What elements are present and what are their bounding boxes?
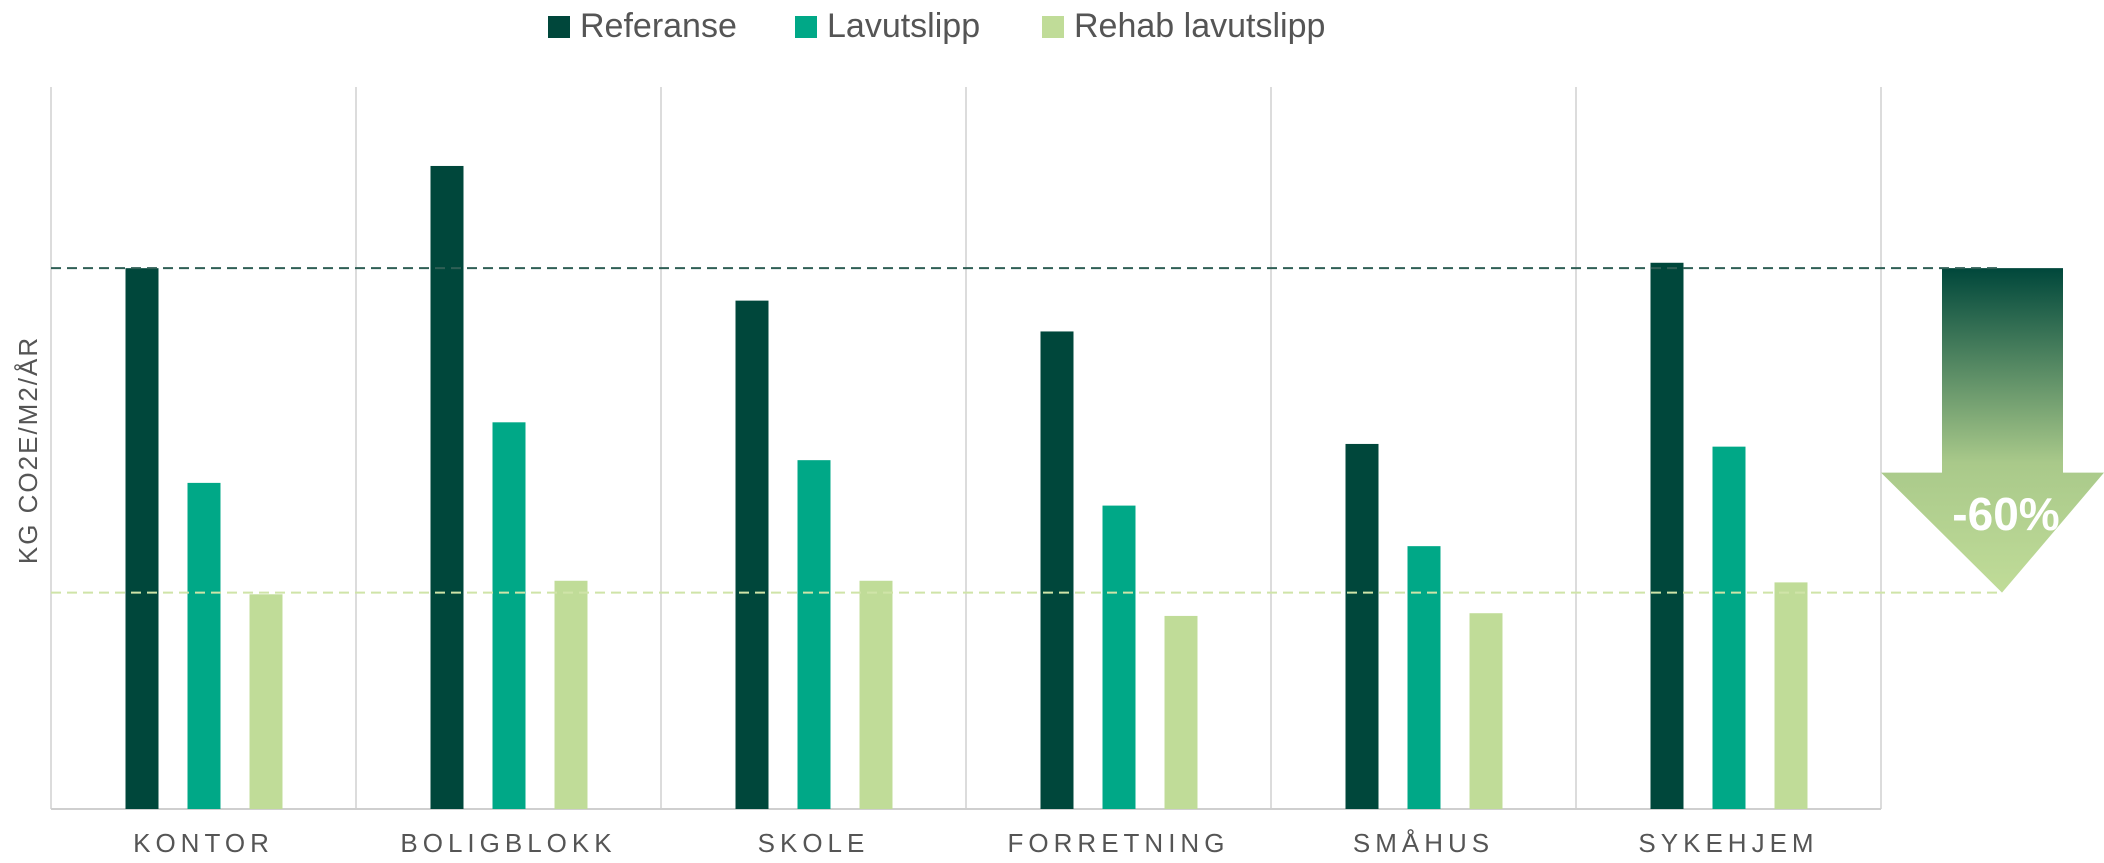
legend-swatch	[548, 16, 570, 38]
bar	[1650, 262, 1684, 809]
bar	[797, 460, 831, 809]
bar	[1345, 443, 1379, 809]
bar	[1407, 546, 1441, 809]
annotation: -60%	[1952, 488, 2059, 540]
bar	[735, 300, 769, 809]
bar	[1040, 331, 1074, 809]
legend-swatch	[795, 16, 817, 38]
bar	[1712, 446, 1746, 809]
x-tick-label: BOLIGBLOKK	[400, 828, 616, 858]
x-tick-label: SYKEHJEM	[1638, 828, 1818, 858]
bar	[492, 422, 526, 809]
bar	[1469, 613, 1503, 809]
bar	[1102, 505, 1136, 809]
bar	[859, 580, 893, 809]
bar	[554, 580, 588, 809]
bar	[125, 268, 159, 809]
legend-swatch	[1042, 16, 1064, 38]
bar	[249, 594, 283, 809]
bar	[1164, 615, 1198, 809]
bar	[187, 482, 221, 809]
bar	[1774, 582, 1808, 809]
x-tick-label: FORRETNING	[1008, 828, 1230, 858]
legend-label: Rehab lavutslipp	[1074, 7, 1325, 45]
x-tick-label: SMÅHUS	[1353, 828, 1494, 858]
y-axis-label: KG CO2E/M2/ÅR	[13, 336, 43, 564]
reduction-arrow	[1881, 268, 2104, 593]
legend-label: Lavutslipp	[827, 7, 980, 45]
x-tick-label: KONTOR	[133, 828, 274, 858]
legend-label: Referanse	[580, 7, 737, 45]
x-tick-label: SKOLE	[758, 828, 870, 858]
bar	[430, 165, 464, 809]
